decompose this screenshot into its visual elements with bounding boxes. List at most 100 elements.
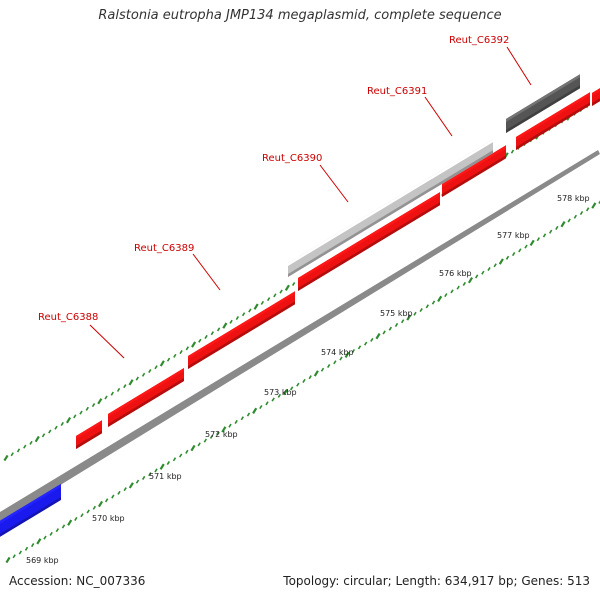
inner-tick-mark — [172, 457, 177, 462]
inner-tick-mark — [36, 538, 42, 545]
inner-tick-mark — [481, 270, 485, 275]
gene-block-red-highlight — [76, 420, 102, 439]
outer-tick-mark — [179, 350, 183, 355]
outer-tick-mark — [291, 281, 296, 287]
inner-tick-mark — [74, 516, 78, 521]
inner-tick-mark — [363, 341, 368, 346]
outer-tick-mark — [141, 372, 146, 377]
outer-tick-mark — [210, 331, 215, 336]
inner-tick-mark — [406, 314, 412, 321]
inner-tick-mark — [221, 426, 227, 433]
gene-block-dark-gray — [506, 74, 580, 133]
inner-tick-mark — [296, 382, 300, 387]
inner-tick-mark — [419, 308, 423, 313]
inner-tick-mark — [462, 281, 467, 286]
outer-tick-mark — [79, 410, 83, 415]
inner-tick-mark — [97, 500, 104, 508]
gene-block-red-highlight — [108, 368, 184, 417]
gene-block-dark-gray-shadow — [506, 85, 580, 133]
inner-tick-mark — [128, 482, 134, 489]
kbp-tick-label: 573 kbp — [264, 388, 297, 397]
gene-block-dark-gray-highlight — [506, 74, 580, 122]
outer-tick-mark — [222, 322, 228, 329]
inner-tick-mark — [240, 416, 245, 421]
inner-tick-mark — [92, 505, 97, 510]
inner-tick-mark — [555, 225, 559, 230]
inner-tick-mark — [394, 322, 399, 327]
kbp-tick-label: 576 kbp — [439, 269, 472, 278]
inner-tick-mark — [548, 229, 553, 234]
inner-tick-mark — [370, 337, 374, 342]
outer-tick-mark — [216, 327, 221, 332]
kbp-tick-label: 577 kbp — [497, 231, 530, 240]
inner-tick-mark — [493, 263, 497, 268]
inner-tick-mark — [344, 351, 350, 358]
inner-tick-mark — [117, 490, 121, 495]
inner-tick-mark — [450, 289, 454, 294]
inner-tick-mark — [12, 554, 16, 559]
inner-tick-mark — [252, 407, 258, 414]
outer-tick-mark — [279, 289, 283, 294]
outer-tick-mark — [110, 391, 114, 396]
gene-label-leader — [89, 324, 125, 359]
inner-tick-mark — [487, 266, 491, 272]
inner-tick-mark — [228, 423, 232, 428]
outer-tick-mark — [191, 341, 197, 348]
gene-label: Reut_C6391 — [367, 86, 427, 97]
kbp-tick-label: 575 kbp — [380, 309, 413, 318]
outer-tick-mark — [85, 406, 89, 411]
inner-tick-mark — [467, 277, 474, 284]
inner-tick-mark — [585, 207, 590, 212]
accession-text: Accession: NC_007336 — [9, 574, 146, 588]
inner-tick-mark — [289, 386, 294, 391]
gene-label: Reut_C6390 — [262, 153, 322, 164]
gene-block-light-gray-shadow — [288, 186, 432, 277]
inner-tick-mark — [265, 401, 269, 406]
inner-tick-mark — [18, 550, 23, 555]
inner-tick-mark — [271, 397, 275, 402]
inner-tick-mark — [511, 252, 516, 257]
inner-tick-mark — [444, 293, 448, 298]
inner-tick-mark — [86, 509, 90, 514]
gene-labels: Reut_C6388 Reut_C6389 Reut_C6390 Reut_C6391… — [38, 35, 509, 323]
gene-label-leader — [506, 46, 532, 86]
inner-tick-mark — [234, 419, 238, 424]
outer-tick-mark — [159, 360, 165, 367]
gene-block-red-shadow — [298, 202, 440, 291]
gene-block-red — [76, 420, 102, 449]
inner-tick-mark — [339, 356, 343, 361]
inner-tick-mark — [148, 472, 152, 477]
inner-tick-mark — [326, 363, 331, 369]
outer-tick-mark — [185, 346, 190, 351]
kbp-tick-labels: 569 kbp 570 kbp 571 kbp 572 kbp 573 kbp 574 k… — [26, 194, 590, 565]
gene-block-red — [188, 291, 295, 369]
outer-tick-mark — [97, 398, 103, 405]
inner-tick-mark — [567, 218, 571, 223]
gene-block-red — [516, 92, 590, 150]
inner-tick-mark — [111, 494, 115, 499]
inner-tick-mark — [542, 233, 547, 238]
outer-tick-mark — [266, 297, 271, 302]
inner-tick-mark — [400, 319, 405, 324]
inner-tick-mark — [5, 556, 11, 564]
gene-block-light-gray-shadow — [432, 150, 493, 190]
inner-tick-mark — [30, 543, 35, 548]
inner-tick-mark — [308, 375, 312, 380]
gene-block-red-shadow — [108, 378, 184, 427]
gene-block-blue — [0, 483, 61, 537]
outer-tick-mark — [73, 414, 77, 419]
gene-block-light-gray — [288, 175, 432, 277]
outer-tick-mark — [154, 365, 158, 370]
gene-block-red — [108, 368, 184, 427]
inner-tick-mark — [413, 311, 417, 316]
topology-summary: Topology: circular; Length: 634,917 bp; … — [283, 574, 590, 588]
inner-tick-mark — [524, 244, 528, 249]
inner-tick-mark — [456, 285, 460, 290]
inner-tick-mark — [431, 300, 436, 305]
outer-tick-mark — [128, 379, 134, 386]
gene-label-leader — [192, 253, 221, 291]
inner-tick-mark — [61, 524, 66, 529]
inner-tick-mark — [375, 332, 381, 340]
gene-block-light-gray — [432, 139, 493, 190]
